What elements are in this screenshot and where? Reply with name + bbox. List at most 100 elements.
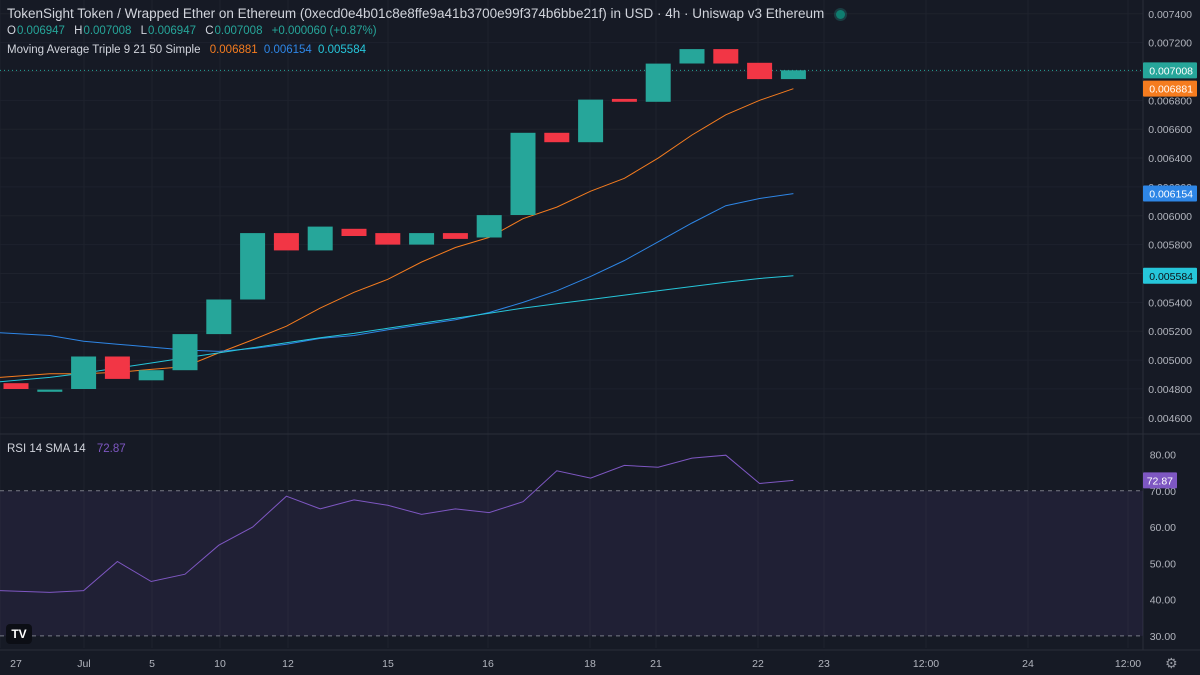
time-tick-label: 21 [650, 658, 662, 670]
candle-0[interactable] [3, 383, 29, 389]
candle-18[interactable] [611, 98, 637, 102]
low-value: 0.006947 [148, 25, 196, 37]
time-tick-label: 12:00 [1115, 658, 1141, 670]
ma50-tag: 0.005584 [1149, 271, 1193, 283]
high-label: H [74, 25, 83, 37]
low-label: L [140, 25, 148, 37]
time-tick-label: 10 [214, 658, 226, 670]
time-tick-label: 18 [584, 658, 596, 670]
price-tick-label: 0.006000 [1148, 211, 1192, 223]
ma-legend[interactable]: Moving Average Triple 9 21 50 Simple 0.0… [7, 44, 366, 56]
rsi-tick-label: 60.00 [1150, 522, 1176, 534]
candle-16[interactable] [544, 132, 570, 143]
price-tick-label: 0.004600 [1148, 413, 1192, 425]
candle-22[interactable] [747, 62, 773, 80]
chart-title: TokenSight Token / Wrapped Ether on Ethe… [7, 6, 846, 21]
time-tick-label: 23 [818, 658, 830, 670]
time-tick-label: 24 [1022, 658, 1034, 670]
price-tick-label: 0.006800 [1148, 95, 1192, 107]
ma-line-2[interactable] [0, 193, 794, 352]
candlestick-series[interactable] [3, 49, 806, 392]
time-tick-label: 27 [10, 658, 22, 670]
ohlc-legend: O0.006947 H0.007008 L0.006947 C0.007008 … [7, 25, 383, 37]
candle-19[interactable] [645, 63, 671, 102]
ma21-value: 0.006154 [263, 44, 312, 56]
moving-average-lines [0, 88, 794, 383]
settings-gear-icon[interactable]: ⚙ [1165, 655, 1178, 671]
time-tick-label: 16 [482, 658, 494, 670]
ma50-value: 0.005584 [318, 44, 366, 56]
candle-7[interactable] [240, 233, 266, 300]
rsi-legend[interactable]: RSI 14 SMA 14 72.87 [7, 443, 126, 455]
price-tick-label: 0.005000 [1148, 355, 1192, 367]
price-tick-label: 0.007200 [1148, 38, 1192, 50]
last-price-tag-bg [1143, 62, 1197, 79]
time-axis[interactable]: 27 Jul 5 10 12 15 16 18 21 22 23 12:00 24 12:00 [10, 658, 1141, 670]
time-tick-label: Jul [77, 658, 90, 670]
rsi-axis[interactable]: 80.00 70.00 60.00 50.00 40.00 30.00 [1150, 450, 1176, 643]
rsi-tick-label: 50.00 [1150, 558, 1176, 570]
candle-12[interactable] [409, 233, 435, 245]
rsi-tag: 72.87 [1147, 475, 1173, 487]
ma21-tag-bg [1143, 185, 1197, 202]
candle-11[interactable] [375, 233, 401, 245]
price-tick-label: 0.005400 [1148, 297, 1192, 309]
rsi-line[interactable] [0, 454, 794, 593]
price-tick-label: 0.007400 [1148, 9, 1192, 21]
open-label: O [7, 25, 16, 37]
rsi-tick-label: 80.00 [1150, 450, 1176, 462]
open-value: 0.006947 [16, 25, 65, 37]
candle-3[interactable] [104, 356, 130, 379]
grid-lines [0, 0, 1200, 651]
symbol-title: TokenSight Token / Wrapped Ether on Ethe… [7, 6, 825, 21]
ma9-value: 0.006881 [209, 44, 258, 56]
ma9-tag: 0.006881 [1149, 84, 1193, 96]
time-tick-label: 15 [382, 658, 394, 670]
candle-9[interactable] [307, 226, 333, 251]
price-tick-label: 0.005200 [1148, 326, 1192, 338]
time-tick-label: 22 [752, 658, 764, 670]
rsi-series[interactable] [0, 454, 794, 593]
ma-line-3[interactable] [0, 275, 794, 383]
price-tick-label: 0.006400 [1148, 153, 1192, 165]
rsi-tag-bg [1143, 472, 1177, 489]
candle-21[interactable] [713, 49, 739, 64]
candle-23[interactable] [780, 70, 806, 80]
rsi-tick-label: 30.00 [1150, 631, 1176, 643]
axis-value-labels: 0.007008 0.006881 0.006154 0.005584 72.87 [1143, 62, 1197, 489]
ma-line-1[interactable] [0, 88, 794, 378]
candle-2[interactable] [71, 356, 97, 390]
high-value: 0.007008 [83, 25, 132, 37]
rsi-tick-label: 70.00 [1150, 486, 1176, 498]
last-price-tag: 0.007008 [1149, 65, 1193, 77]
price-tick-label: 0.006600 [1148, 124, 1192, 136]
rsi-band [0, 490, 1143, 637]
ma50-tag-bg [1143, 267, 1197, 284]
candle-17[interactable] [578, 99, 604, 143]
ma9-tag-bg [1143, 80, 1197, 97]
market-status-icon[interactable] [836, 9, 846, 19]
candle-14[interactable] [476, 215, 502, 238]
candle-6[interactable] [206, 299, 232, 335]
time-tick-label: 12:00 [913, 658, 939, 670]
candle-8[interactable] [273, 233, 299, 251]
candle-15[interactable] [510, 132, 536, 215]
tradingview-logo-icon[interactable]: TV [6, 624, 32, 644]
candle-1[interactable] [37, 389, 63, 392]
candle-20[interactable] [679, 49, 705, 64]
candle-4[interactable] [138, 370, 164, 381]
ma-legend-label: Moving Average Triple 9 21 50 Simple [7, 44, 201, 56]
candle-13[interactable] [442, 233, 468, 239]
ma21-tag: 0.006154 [1149, 189, 1193, 201]
price-tick-label: 0.005800 [1148, 240, 1192, 252]
rsi-band-fill [0, 490, 1143, 636]
rsi-legend-label: RSI 14 SMA 14 [7, 443, 86, 455]
candle-10[interactable] [341, 228, 367, 236]
change-value: +0.000060 (+0.87%) [271, 25, 377, 37]
rsi-tick-label: 40.00 [1150, 595, 1176, 607]
candle-5[interactable] [172, 334, 198, 371]
close-value: 0.007008 [214, 25, 263, 37]
close-label: C [205, 25, 214, 37]
time-tick-label: 5 [149, 658, 155, 670]
